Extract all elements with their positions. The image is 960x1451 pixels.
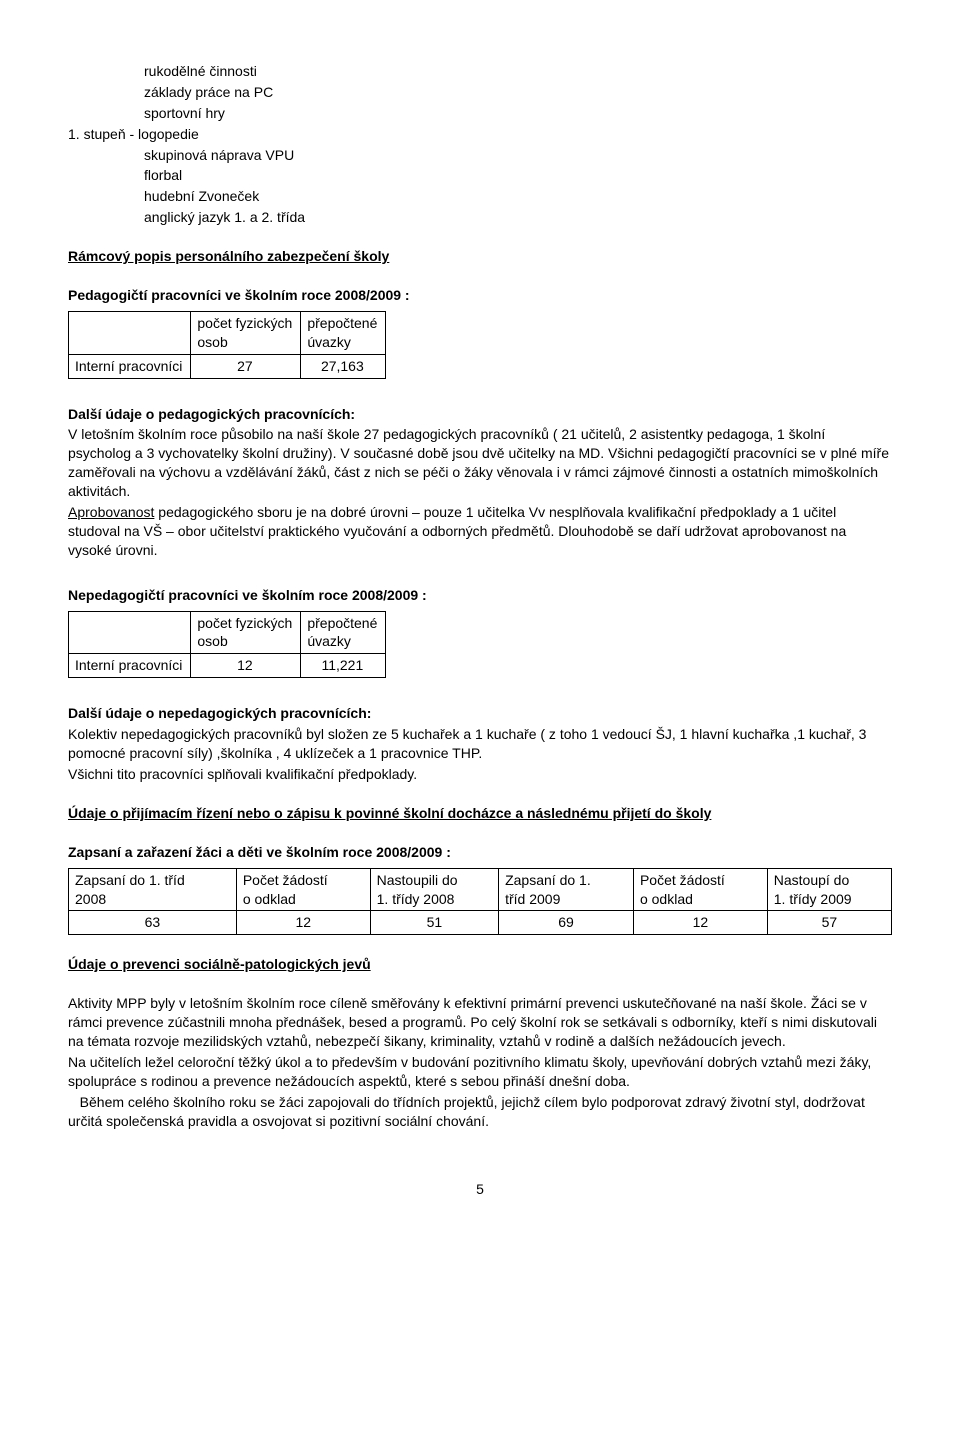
table-cell-empty (69, 311, 191, 354)
table-header: přepočtené úvazky (301, 611, 386, 654)
paragraph-heading: Další údaje o pedagogických pracovnících… (68, 405, 892, 424)
paragraph: Kolektiv nepedagogických pracovníků byl … (68, 725, 892, 763)
paragraph: Všichni tito pracovníci splňovali kvalif… (68, 765, 892, 784)
section-heading: Rámcový popis personálního zabezpečení š… (68, 247, 892, 266)
paragraph: Během celého školního roku se žáci zapoj… (68, 1093, 892, 1131)
table-cell: 12 (191, 654, 301, 678)
underlined-word: Aprobovanost (68, 504, 154, 520)
section-subheading: Pedagogičtí pracovníci ve školním roce 2… (68, 286, 892, 305)
table-header: Počet žádostío odklad (633, 868, 767, 911)
list-item: hudební Zvoneček (144, 187, 892, 206)
table-row-label: Interní pracovníci (69, 654, 191, 678)
table-header: počet fyzických osob (191, 311, 301, 354)
list-item: základy práce na PC (144, 83, 892, 102)
table-cell: 12 (633, 911, 767, 935)
paragraph-rest: pedagogického sboru je na dobré úrovni –… (68, 504, 846, 558)
paragraph: Aktivity MPP byly v letošním školním roc… (68, 994, 892, 1051)
table-row-label: Interní pracovníci (69, 354, 191, 378)
list-item: sportovní hry (144, 104, 892, 123)
table-header: Zapsaní do 1.tříd 2009 (499, 868, 634, 911)
paragraph: Na učitelích ležel celoroční těžký úkol … (68, 1053, 892, 1091)
list-item: skupinová náprava VPU (144, 146, 892, 165)
list-item: florbal (144, 166, 892, 185)
list-item: 1. stupeň - logopedie (68, 125, 892, 144)
list-item: rukodělné činnosti (144, 62, 892, 81)
table-cell: 69 (499, 911, 634, 935)
zapis-table: Zapsaní do 1. tříd2008 Počet žádostío od… (68, 868, 892, 936)
section-subheading: Zapsaní a zařazení žáci a děti ve školní… (68, 843, 892, 862)
list-item: anglický jazyk 1. a 2. třída (144, 208, 892, 227)
paragraph: Aprobovanost pedagogického sboru je na d… (68, 503, 892, 560)
table-cell: 57 (767, 911, 891, 935)
table-cell: 63 (69, 911, 237, 935)
section-heading: Údaje o prevenci sociálně-patologických … (68, 955, 892, 974)
table-header: Nastoupili do1. třídy 2008 (370, 868, 498, 911)
table-cell: 11,221 (301, 654, 386, 678)
table-header: počet fyzických osob (191, 611, 301, 654)
section-subheading: Nepedagogičtí pracovníci ve školním roce… (68, 586, 892, 605)
table-cell: 51 (370, 911, 498, 935)
paragraph-heading: Další údaje o nepedagogických pracovnící… (68, 704, 892, 723)
pedagog-table: počet fyzických osob přepočtené úvazky I… (68, 311, 386, 379)
nepedagog-table: počet fyzických osob přepočtené úvazky I… (68, 611, 386, 679)
table-cell-empty (69, 611, 191, 654)
table-header: Počet žádostío odklad (236, 868, 370, 911)
table-header: přepočtené úvazky (301, 311, 386, 354)
table-cell: 12 (236, 911, 370, 935)
table-cell: 27,163 (301, 354, 386, 378)
table-header: Zapsaní do 1. tříd2008 (69, 868, 237, 911)
section-heading: Údaje o přijímacím řízení nebo o zápisu … (68, 804, 892, 823)
table-header: Nastoupí do1. třídy 2009 (767, 868, 891, 911)
table-cell: 27 (191, 354, 301, 378)
page-number: 5 (68, 1180, 892, 1199)
paragraph: V letošním školním roce působilo na naší… (68, 425, 892, 501)
